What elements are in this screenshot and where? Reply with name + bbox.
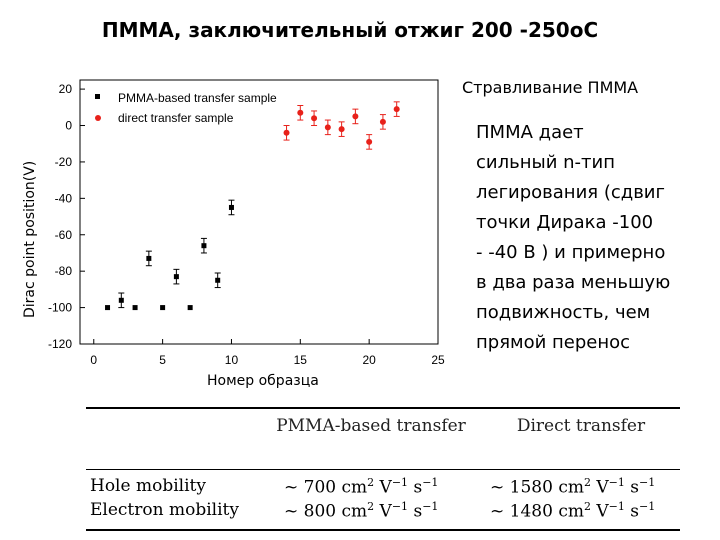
x-tick-label: 20 <box>362 353 376 367</box>
legend: PMMA-based transfer sample direct transf… <box>95 91 277 125</box>
data-point-pmma <box>201 243 207 249</box>
table-bottom-rule <box>86 529 680 531</box>
x-tick-label: 25 <box>431 353 445 367</box>
data-point-pmma <box>105 305 111 311</box>
cell-hole-direct: ~ 1580 cm2 V−1 s−1 <box>490 476 656 498</box>
cell-hole-pmma: ~ 700 cm2 V−1 s−1 <box>284 476 439 498</box>
header-direct: Direct transfer <box>516 416 646 436</box>
side-text: ПММА дает сильный n-тип легирования (сдв… <box>476 118 696 358</box>
data-point-pmma <box>160 305 166 311</box>
x-axis-label: Номер образца <box>207 373 319 389</box>
data-point-pmma <box>173 274 179 280</box>
cell-electron-direct: ~ 1480 cm2 V−1 s−1 <box>490 500 656 522</box>
side-line: ПММА дает <box>476 122 584 143</box>
row-label-electron: Electron mobility <box>90 500 239 520</box>
y-tick-label: 0 <box>65 119 72 133</box>
dirac-point-chart: 0 5 10 15 20 25 20 0 -20 -40 -60 -80 -100 -120 PMMA-b… <box>48 79 445 367</box>
cell-electron-pmma: ~ 800 cm2 V−1 s−1 <box>284 500 439 522</box>
row-label-hole: Hole mobility <box>90 476 206 496</box>
data-point-direct <box>297 109 304 116</box>
legend-label-pmma: PMMA-based transfer sample <box>118 91 277 105</box>
data-point-direct <box>379 118 386 125</box>
side-line: в два раза меньшую <box>476 272 671 293</box>
data-points <box>105 101 400 311</box>
table-mid-rule <box>86 469 680 470</box>
table-top-rule <box>86 407 680 409</box>
y-axis-label: Dirac point position(V) <box>22 160 38 318</box>
side-line: прямой перенос <box>476 332 631 353</box>
axis-ticks: 0 5 10 15 20 25 20 0 -20 -40 -60 -80 -100 -120 <box>48 82 445 367</box>
data-point-pmma <box>118 297 124 303</box>
data-point-direct <box>324 124 331 131</box>
x-tick-label: 15 <box>294 353 308 367</box>
slide-title: ПММА, заключительный отжиг 200 -250оС <box>101 18 599 42</box>
data-point-direct <box>352 113 359 120</box>
y-tick-label: -60 <box>55 228 73 242</box>
y-tick-label: 20 <box>59 82 73 96</box>
side-line: легирования (сдвиг <box>476 182 665 203</box>
y-tick-label: -20 <box>55 155 73 169</box>
value-text: ~ 1580 cm <box>490 477 584 498</box>
side-line: подвижность, чем <box>476 302 651 323</box>
data-point-direct <box>283 129 290 136</box>
x-tick-label: 5 <box>159 353 166 367</box>
mobility-table: PMMA-based transfer Direct transfer Hole… <box>86 407 680 532</box>
x-tick-label: 10 <box>225 353 239 367</box>
plot-frame <box>79 79 439 345</box>
side-line: сильный n-тип <box>476 152 615 173</box>
y-tick-label: -80 <box>55 264 73 278</box>
value-text: ~ 800 cm <box>284 501 368 522</box>
y-tick-label: -40 <box>55 191 73 205</box>
x-tick-label: 0 <box>90 353 97 367</box>
data-point-pmma <box>132 305 138 311</box>
legend-marker-pmma <box>95 94 100 99</box>
value-text: ~ 1480 cm <box>490 501 584 522</box>
data-point-pmma <box>187 305 193 311</box>
side-heading: Стравливание ПММА <box>462 78 639 97</box>
legend-marker-direct <box>95 115 101 121</box>
header-pmma: PMMA-based transfer <box>276 416 466 436</box>
side-line: - -40 В ) и примерно <box>476 242 666 263</box>
side-line: точки Дирака -100 <box>476 212 654 233</box>
data-point-pmma <box>228 204 234 210</box>
y-tick-label: -120 <box>48 337 72 351</box>
data-point-direct <box>338 126 345 133</box>
y-tick-label: -100 <box>48 301 72 315</box>
data-point-direct <box>393 106 400 113</box>
data-point-pmma <box>215 277 221 283</box>
data-point-pmma <box>146 255 152 261</box>
data-point-direct <box>366 138 373 145</box>
value-text: ~ 700 cm <box>284 477 368 498</box>
data-point-direct <box>311 115 318 122</box>
legend-label-direct: direct transfer sample <box>118 111 234 125</box>
